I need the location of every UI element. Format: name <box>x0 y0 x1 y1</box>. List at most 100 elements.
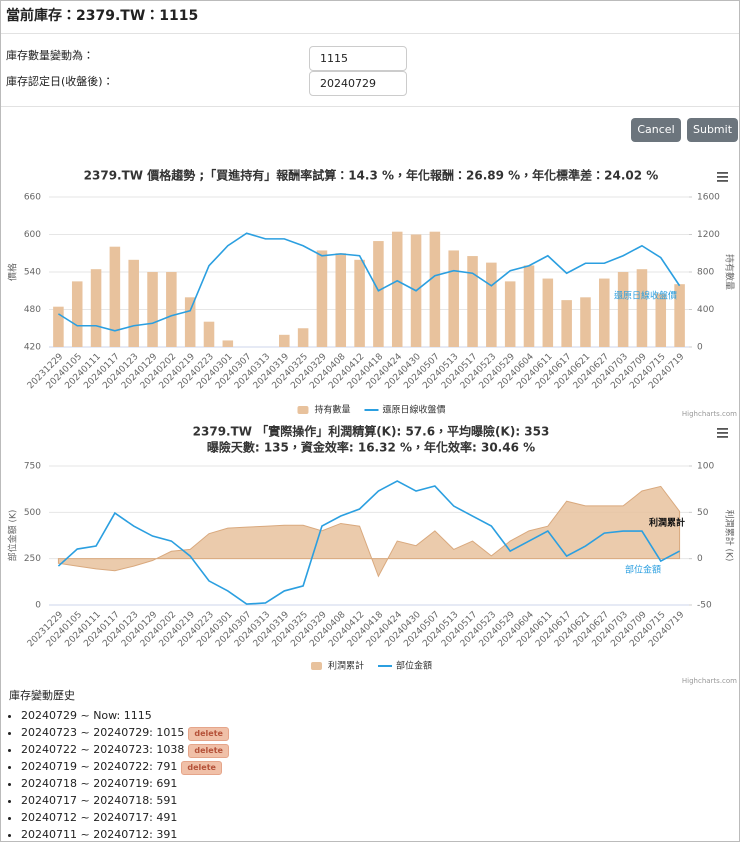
y-axis-label: 價格 <box>7 263 19 281</box>
history-text: 20240729 ~ Now: 1115 <box>21 709 152 722</box>
bar <box>90 269 102 347</box>
delete-button[interactable]: delete <box>188 744 229 758</box>
date-input[interactable]: 20240729 <box>309 71 407 96</box>
bar <box>279 334 290 347</box>
delete-button[interactable]: delete <box>181 761 222 775</box>
legend-label: 利潤累計 <box>328 660 364 672</box>
y-tick-label: 540 <box>24 268 41 278</box>
y2-tick-label: 800 <box>697 268 714 278</box>
credits: Highcharts.com <box>682 410 737 418</box>
history-text: 20240723 ~ 20240729: 1015 <box>21 726 185 739</box>
y2-axis-label: 利潤累計 (K) <box>724 510 736 562</box>
series-label: 還原日線收盤價 <box>614 290 677 302</box>
bar <box>147 272 158 347</box>
bar <box>617 272 629 347</box>
menu-icon <box>717 432 728 434</box>
history-item: 20240711 ~ 20240712: 391 <box>21 826 229 841</box>
cancel-button[interactable]: Cancel <box>631 118 681 142</box>
y-tick-label: 420 <box>24 343 41 353</box>
bar <box>561 300 572 347</box>
bar <box>523 265 535 347</box>
quantity-input[interactable]: 1115 <box>309 46 407 71</box>
bar <box>222 340 234 347</box>
y2-tick-label: 400 <box>697 305 714 315</box>
bar <box>467 256 478 347</box>
y-tick-label: 250 <box>24 554 41 564</box>
bar <box>674 284 685 347</box>
bar <box>373 241 384 347</box>
bar <box>71 281 83 347</box>
price-chart: 2379.TW 價格趨勢 ;「買進持有」報酬率試算：14.3 %，年化報酬：26… <box>7 168 738 419</box>
y2-tick-label: 1200 <box>697 230 720 240</box>
y-tick-label: 0 <box>35 601 41 611</box>
field-label: 庫存數量變動為： <box>6 49 94 62</box>
history-text: 20240712 ~ 20240717: 491 <box>21 811 178 824</box>
divider <box>1 106 739 107</box>
legend-symbol <box>310 662 322 670</box>
bar <box>636 269 648 347</box>
history-text: 20240722 ~ 20240723: 1038 <box>21 743 185 756</box>
chart-title: 2379.TW 價格趨勢 ;「買進持有」報酬率試算：14.3 %，年化報酬：26… <box>84 168 659 183</box>
series-label: 部位金額 <box>625 564 661 576</box>
bar <box>580 297 591 347</box>
bar <box>128 259 139 347</box>
y-tick-label: 480 <box>24 305 41 315</box>
menu-icon <box>717 172 728 174</box>
bar <box>184 297 196 347</box>
legend-symbol <box>297 406 309 414</box>
submit-button[interactable]: Submit <box>687 118 738 142</box>
menu-icon <box>717 176 728 178</box>
divider <box>1 33 739 34</box>
y2-tick-label: 0 <box>697 343 703 353</box>
line <box>57 480 680 605</box>
bar <box>203 321 215 347</box>
legend-label: 持有數量 <box>314 404 350 416</box>
menu-icon <box>717 180 728 182</box>
y-tick-label: 660 <box>24 193 41 203</box>
history-item: 20240712 ~ 20240717: 491 <box>21 809 229 826</box>
bar <box>655 293 667 347</box>
history-text: 20240718 ~ 20240719: 691 <box>21 777 178 790</box>
bar <box>504 281 516 347</box>
legend-label: 部位金額 <box>396 660 432 672</box>
history-item: 20240729 ~ Now: 1115 <box>21 707 229 724</box>
series-label: 利潤累計 <box>648 517 685 529</box>
history-list: 20240729 ~ Now: 1115 20240723 ~ 20240729:… <box>9 707 229 841</box>
chart-subtitle: 曝險天數: 135，資金效率: 16.32 %，年化效率: 30.46 % <box>207 440 535 455</box>
y2-tick-label: 1600 <box>697 193 720 203</box>
chart-title: 2379.TW 「實際操作」利潤精算(K): 57.6，平均曝險(K): 353 <box>193 424 550 439</box>
history-title: 庫存變動歷史 <box>9 689 75 702</box>
profit-chart: 2379.TW 「實際操作」利潤精算(K): 57.6，平均曝險(K): 353… <box>7 424 738 686</box>
bar <box>391 231 403 347</box>
credits: Highcharts.com <box>682 677 737 685</box>
menu-icon <box>717 428 728 430</box>
bar <box>316 250 328 347</box>
bar <box>297 328 309 347</box>
bar <box>53 306 64 347</box>
y2-tick-label: 100 <box>697 462 714 472</box>
history-text: 20240717 ~ 20240718: 591 <box>21 794 178 807</box>
bar <box>448 250 459 347</box>
bar <box>429 231 441 347</box>
y2-tick-label: 50 <box>697 508 709 518</box>
line <box>57 232 681 332</box>
history-item: 20240718 ~ 20240719: 691 <box>21 775 229 792</box>
y2-tick-label: 0 <box>697 554 703 564</box>
history-item: 20240717 ~ 20240718: 591 <box>21 792 229 809</box>
bar <box>166 272 177 347</box>
delete-button[interactable]: delete <box>188 727 229 741</box>
y-tick-label: 600 <box>24 230 41 240</box>
history-text: 20240719 ~ 20240722: 791 <box>21 760 178 773</box>
header-title: 當前庫存：2379.TW：1115 <box>6 8 199 24</box>
area <box>57 485 681 578</box>
y-axis-label: 部位金額 (K) <box>7 510 19 562</box>
bar <box>335 253 347 347</box>
y2-tick-label: -50 <box>697 601 712 611</box>
history-text: 20240711 ~ 20240712: 391 <box>21 828 178 841</box>
y-tick-label: 750 <box>24 462 41 472</box>
bar <box>354 259 365 347</box>
y2-axis-label: 持有數量 <box>724 254 736 290</box>
